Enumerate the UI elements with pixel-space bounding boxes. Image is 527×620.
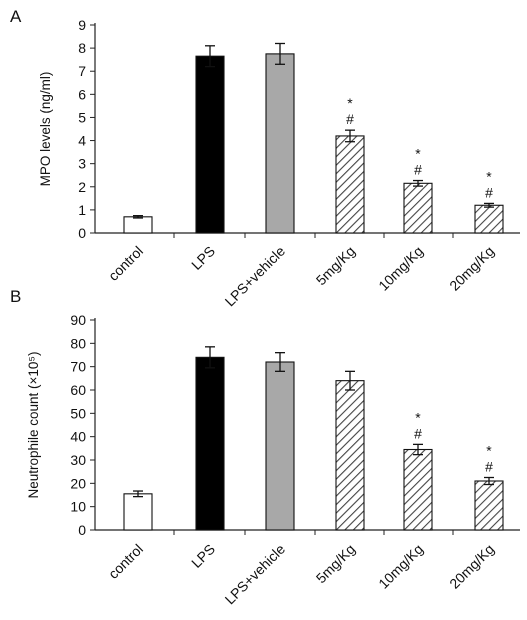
category-label: 20mg/Kg (446, 243, 497, 294)
bar (474, 204, 504, 234)
category-label: control (105, 541, 146, 582)
significance-hash: # (414, 425, 422, 441)
y-tick-label: 0 (78, 522, 86, 538)
category-label: 10mg/Kg (375, 243, 426, 294)
y-axis-label: MPO levels (ng/ml) (38, 72, 53, 187)
bar (123, 216, 153, 234)
category-label: LPS+vehicle (221, 243, 288, 310)
y-tick-label: 70 (70, 359, 86, 375)
category-label: LPS (188, 541, 218, 571)
significance-star: * (415, 409, 421, 425)
y-tick-label: 20 (70, 475, 86, 491)
bar (335, 135, 365, 234)
y-tick-label: 6 (78, 86, 86, 102)
bar (265, 361, 295, 531)
bar (403, 448, 433, 531)
y-axis-label: Neutrophile count (×10⁵) (26, 351, 41, 498)
y-tick-label: 8 (78, 40, 86, 56)
bar (195, 356, 225, 531)
y-tick-label: 10 (70, 499, 86, 515)
y-tick-label: 4 (78, 133, 86, 149)
category-label: 10mg/Kg (375, 541, 426, 592)
y-tick-label: 30 (70, 452, 86, 468)
significance-hash: # (485, 184, 493, 200)
bar (335, 380, 365, 531)
significance-star: * (486, 443, 492, 459)
significance-hash: # (346, 111, 354, 127)
significance-star: * (347, 95, 353, 111)
significance-star: * (415, 146, 421, 162)
y-tick-label: 0 (78, 225, 86, 241)
y-tick-label: 2 (78, 179, 86, 195)
y-tick-label: 5 (78, 109, 86, 125)
category-label: 5mg/Kg (313, 243, 358, 288)
bar (195, 55, 225, 234)
category-label: 20mg/Kg (446, 541, 497, 592)
y-tick-label: 7 (78, 63, 86, 79)
y-tick-label: 60 (70, 382, 86, 398)
y-tick-label: 3 (78, 156, 86, 172)
bar (123, 493, 153, 531)
category-label: LPS+vehicle (221, 541, 288, 608)
significance-hash: # (414, 162, 422, 178)
significance-hash: # (485, 459, 493, 475)
significance-star: * (486, 168, 492, 184)
category-label: control (105, 243, 146, 284)
category-label: 5mg/Kg (313, 541, 358, 586)
panel-label: A (10, 7, 22, 26)
bar (265, 53, 295, 234)
y-tick-label: 80 (70, 335, 86, 351)
y-tick-label: 90 (70, 312, 86, 328)
bar (474, 480, 504, 531)
y-tick-label: 50 (70, 405, 86, 421)
category-label: LPS (188, 243, 218, 273)
y-tick-label: 9 (78, 17, 86, 33)
bar (403, 182, 433, 234)
y-tick-label: 1 (78, 202, 86, 218)
panel-label: B (10, 287, 21, 306)
y-tick-label: 40 (70, 429, 86, 445)
